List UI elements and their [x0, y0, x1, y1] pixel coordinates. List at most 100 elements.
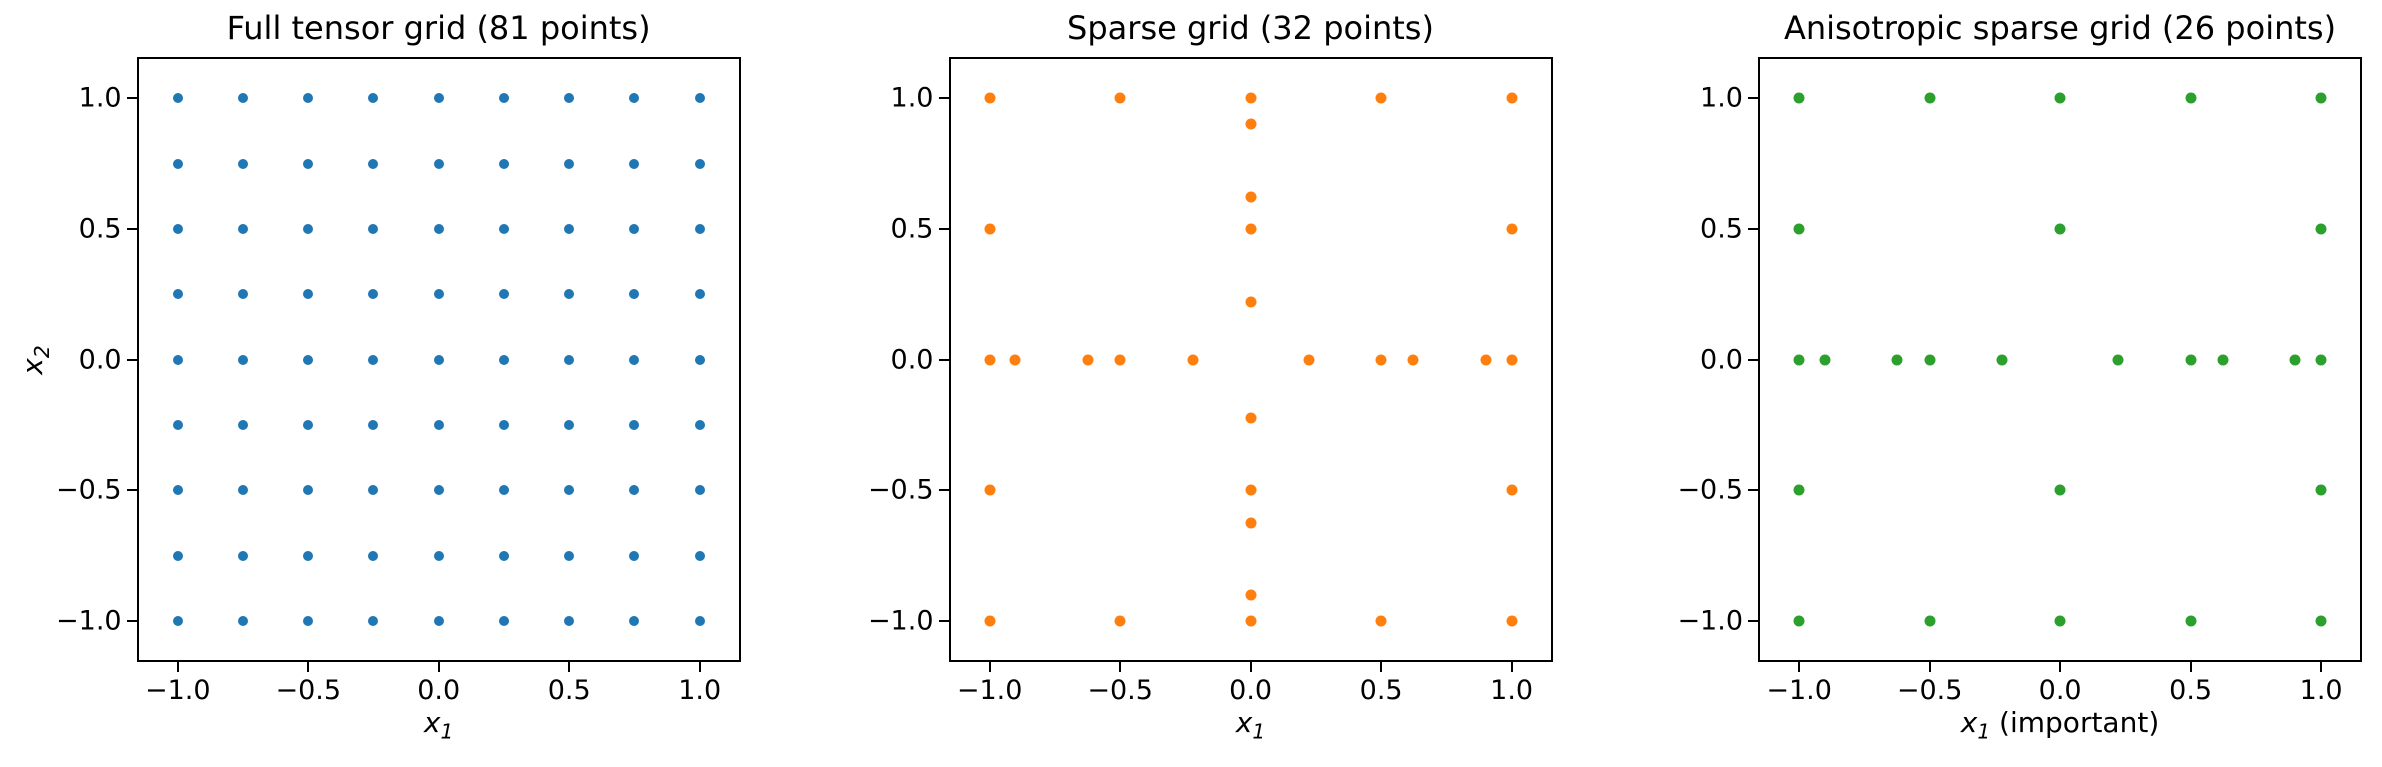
data-point — [172, 420, 183, 431]
data-point — [303, 289, 314, 300]
data-point — [237, 354, 248, 365]
x-tick-label: 1.0 — [2299, 675, 2343, 706]
x-tick-label: 0.0 — [2038, 675, 2082, 706]
data-point — [694, 223, 705, 234]
data-point — [1245, 484, 1257, 496]
data-point — [498, 420, 509, 431]
data-point — [2112, 354, 2124, 366]
data-point — [1407, 354, 1419, 366]
y-tick — [938, 227, 949, 230]
data-point — [564, 93, 575, 104]
data-point — [1506, 484, 1518, 496]
data-point — [172, 93, 183, 104]
data-point — [172, 485, 183, 496]
chart-title: Anisotropic sparse grid (26 points) — [1783, 8, 2337, 47]
data-point — [2185, 354, 2197, 366]
data-point — [368, 223, 379, 234]
data-point — [694, 158, 705, 169]
y-tick-label: 0.5 — [78, 213, 122, 245]
data-point — [1891, 354, 1903, 366]
chart-title: Full tensor grid (81 points) — [226, 8, 651, 47]
y-tick-label: 1.0 — [78, 82, 122, 114]
data-point — [564, 550, 575, 561]
data-point — [564, 158, 575, 169]
y-tick — [938, 358, 949, 361]
data-point — [237, 420, 248, 431]
data-point — [498, 550, 509, 561]
data-point — [498, 485, 509, 496]
x-tick-label: −0.5 — [275, 675, 342, 706]
data-point — [2054, 92, 2066, 104]
x-tick — [1249, 662, 1252, 672]
data-point — [1245, 92, 1257, 104]
data-point — [303, 93, 314, 104]
x-tick-label: 0.0 — [417, 675, 461, 706]
data-point — [2054, 615, 2066, 627]
y-tick — [126, 620, 137, 623]
data-point — [1245, 412, 1257, 424]
data-point — [303, 420, 314, 431]
x-tick — [1119, 662, 1122, 672]
data-point — [1793, 92, 1805, 104]
data-point — [368, 289, 379, 300]
data-point — [1506, 354, 1518, 366]
data-point — [2315, 223, 2327, 235]
data-point — [1375, 354, 1387, 366]
data-point — [1793, 354, 1805, 366]
y-axis-label: x2 — [16, 345, 54, 374]
data-point — [1375, 92, 1387, 104]
data-point — [368, 616, 379, 627]
data-point — [1245, 191, 1257, 203]
data-point — [172, 158, 183, 169]
y-tick — [1748, 620, 1758, 623]
data-point — [1245, 615, 1257, 627]
x-tick — [2320, 662, 2323, 672]
data-point — [172, 616, 183, 627]
x-tick — [1380, 662, 1383, 672]
data-point — [564, 289, 575, 300]
data-point — [368, 550, 379, 561]
data-point — [629, 420, 640, 431]
y-tick-label: −1.0 — [56, 605, 122, 637]
y-tick-label: −1.0 — [1677, 605, 1743, 637]
data-point — [2315, 484, 2327, 496]
data-point — [237, 289, 248, 300]
y-tick-label: −0.5 — [867, 474, 934, 506]
x-axis-label: x1 — [424, 706, 453, 744]
data-point — [303, 616, 314, 627]
data-point — [303, 550, 314, 561]
data-point — [303, 223, 314, 234]
data-point — [237, 550, 248, 561]
data-point — [1924, 92, 1936, 104]
data-point — [368, 158, 379, 169]
data-point — [2289, 354, 2301, 366]
y-tick-label: 0.0 — [78, 344, 122, 376]
x-axis-label-var: x — [1235, 706, 1253, 739]
data-point — [1375, 615, 1387, 627]
axes-anisotropic-sparse-grid: Anisotropic sparse grid (26 points) x1 (… — [1677, 10, 2362, 744]
data-point — [694, 420, 705, 431]
data-point — [172, 223, 183, 234]
data-point — [498, 289, 509, 300]
data-point — [564, 223, 575, 234]
data-point — [694, 93, 705, 104]
y-tick — [126, 358, 137, 361]
data-point — [303, 158, 314, 169]
data-point — [237, 93, 248, 104]
y-tick — [1748, 358, 1758, 361]
chart-title: Sparse grid (32 points) — [1067, 8, 1434, 47]
data-point — [694, 354, 705, 365]
x-tick — [437, 662, 440, 672]
y-tick-label: −0.5 — [1677, 474, 1743, 506]
y-tick-label: 0.5 — [890, 213, 934, 245]
data-point — [1245, 296, 1257, 308]
data-point — [2054, 484, 2066, 496]
data-point — [1924, 615, 1936, 627]
data-point — [1245, 223, 1257, 235]
y-tick-label: 0.5 — [1700, 213, 1743, 245]
data-point — [1114, 92, 1126, 104]
data-point — [368, 485, 379, 496]
data-point — [564, 616, 575, 627]
y-tick — [938, 620, 949, 623]
